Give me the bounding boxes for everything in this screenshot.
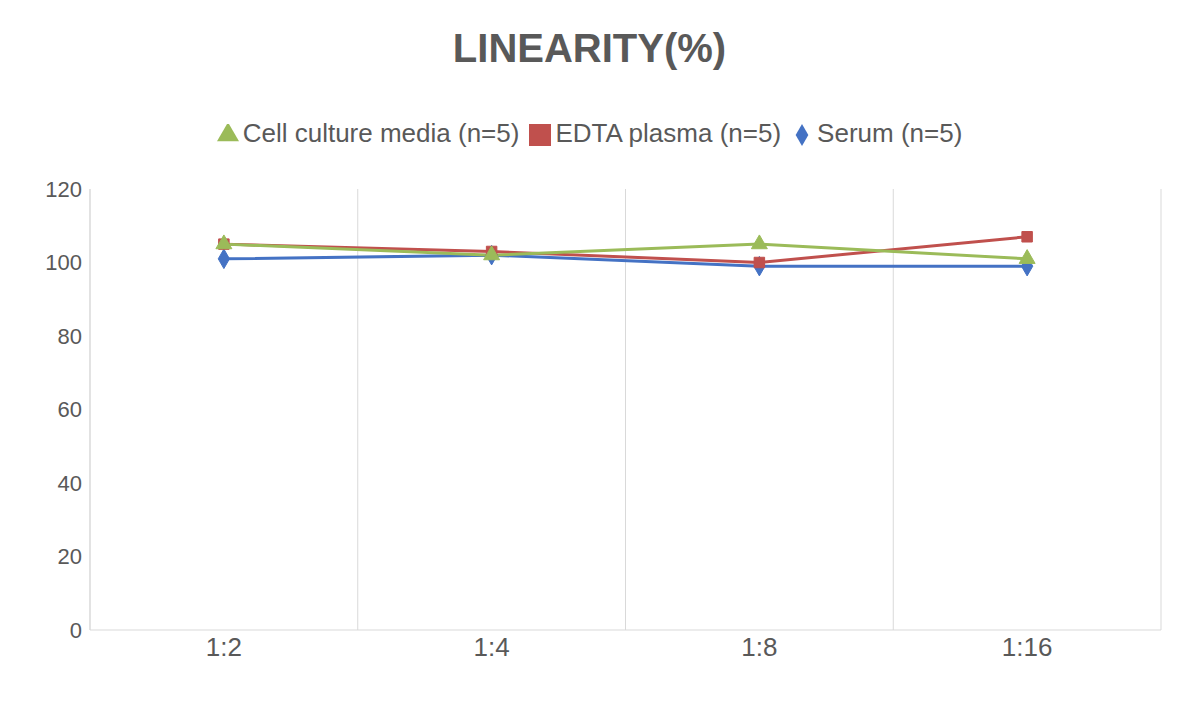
svg-text:1:4: 1:4 bbox=[474, 632, 510, 662]
html-text:Cell culture media (n=5): Cell culture media (n=5) bbox=[242, 118, 520, 148]
html-text:EDTA plasma (n=5): EDTA plasma (n=5) bbox=[555, 118, 782, 148]
svg-text:20: 20 bbox=[58, 544, 82, 569]
html-text:LINEARITY(%): LINEARITY(%) bbox=[452, 26, 727, 70]
svg-text:1:8: 1:8 bbox=[741, 632, 777, 662]
svg-text:80: 80 bbox=[58, 324, 82, 349]
svg-text:40: 40 bbox=[58, 471, 82, 496]
svg-text:100: 100 bbox=[45, 250, 82, 275]
html-text:Serum (n=5): Serum (n=5) bbox=[817, 118, 963, 148]
svg-text:1:16: 1:16 bbox=[1002, 632, 1053, 662]
svg-text:1:2: 1:2 bbox=[206, 632, 242, 662]
svg-text:0: 0 bbox=[70, 618, 82, 643]
svg-text:120: 120 bbox=[45, 177, 82, 202]
svg-text:60: 60 bbox=[58, 397, 82, 422]
